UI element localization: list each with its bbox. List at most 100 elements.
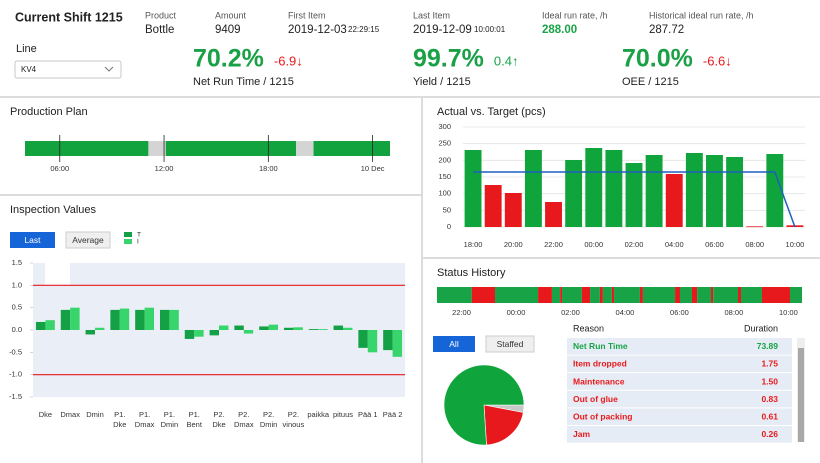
bar: [45, 320, 55, 330]
bar: [392, 330, 403, 357]
toggle-button-label[interactable]: All: [449, 339, 459, 349]
toggle-button-label[interactable]: Last: [24, 235, 41, 245]
x-tick-label: 00:00: [507, 308, 526, 317]
kpi-delta: -6.6↓: [703, 53, 732, 68]
timeline-segment: [471, 287, 496, 303]
timeline-segment: [611, 287, 615, 303]
x-tick-label: 06:00: [705, 240, 724, 249]
y-tick-label: 300: [438, 122, 451, 131]
x-tick-label: 08:00: [725, 308, 744, 317]
bar: [333, 325, 343, 330]
bar: [95, 327, 105, 330]
line-select[interactable]: [14, 60, 122, 79]
reason-cell: Out of packing: [573, 411, 633, 421]
timeline-segment: [679, 287, 692, 303]
x-tick-label: 10 Dec: [361, 164, 385, 173]
bar: [367, 330, 378, 353]
bar: [119, 308, 130, 330]
toggle-button-label[interactable]: Staffed: [497, 339, 524, 349]
scrollbar-thumb[interactable]: [798, 348, 804, 442]
timeline-segment: [590, 287, 600, 303]
timeline-segment: [560, 287, 563, 303]
bar: [184, 330, 195, 339]
bar: [60, 309, 71, 330]
x-tick-label: 10:00: [779, 308, 798, 317]
bar: [85, 330, 95, 335]
hover-band: [45, 263, 70, 285]
table-row: [567, 373, 792, 390]
duration-cell: 1.75: [761, 359, 778, 369]
bar: [234, 325, 244, 330]
bar: [645, 155, 663, 227]
legend-label: I: [137, 239, 139, 246]
panel-title: Actual vs. Target (pcs): [437, 106, 546, 118]
pie-slice: [483, 404, 524, 446]
timeline-segment: [148, 141, 166, 156]
x-tick-label: P2. Dke: [212, 410, 225, 429]
field-label: Amount: [215, 10, 247, 20]
y-tick-label: 200: [438, 155, 451, 164]
bar: [169, 309, 179, 330]
bar: [144, 307, 155, 330]
x-tick-label: P2. vinous: [283, 410, 305, 429]
bar: [605, 150, 623, 227]
x-tick-label: P2. Dmax: [234, 410, 254, 429]
timeline-segment: [495, 287, 539, 303]
y-tick-label: -1.0: [9, 370, 22, 379]
kpi-value: 70.0%: [622, 45, 693, 73]
y-tick-label: 100: [438, 189, 451, 198]
bar: [159, 309, 170, 330]
duration-cell: 73.89: [757, 341, 779, 351]
legend-label: T: [137, 232, 141, 239]
bar: [358, 330, 368, 348]
bar: [484, 185, 502, 227]
timeline-segment: [562, 287, 582, 303]
panel-title: Status History: [437, 267, 506, 279]
bar: [625, 163, 643, 227]
field-time: 22:29:15: [348, 25, 380, 34]
reason-cell: Item dropped: [573, 359, 627, 369]
bar: [565, 160, 583, 227]
bar: [70, 307, 80, 330]
toggle-button[interactable]: [10, 232, 55, 248]
x-tick-label: 22:00: [452, 308, 471, 317]
bar: [259, 326, 269, 330]
legend-swatch: [124, 232, 132, 237]
x-tick-label: P2. Dmin: [260, 410, 278, 429]
x-tick-label: 18:00: [464, 240, 483, 249]
kpi-label: OEE / 1215: [622, 76, 679, 88]
toggle-button[interactable]: [65, 231, 111, 249]
x-tick-label: 20:00: [504, 240, 523, 249]
table-row: [567, 426, 792, 443]
x-tick-label: 00:00: [584, 240, 603, 249]
timeline-segment: [538, 287, 552, 303]
x-tick-label: 22:00: [544, 240, 563, 249]
bar: [219, 325, 229, 330]
y-tick-label: 1.0: [12, 280, 22, 289]
x-tick-label: 04:00: [616, 308, 635, 317]
bar: [383, 330, 393, 351]
timeline-segment: [639, 287, 643, 303]
field-label: Product: [145, 10, 177, 20]
timeline-segment: [551, 287, 561, 303]
toggle-button[interactable]: [433, 336, 475, 352]
shift-title: Current Shift 1215: [15, 10, 123, 24]
bar: [308, 329, 319, 330]
toggle-button-label[interactable]: Average: [72, 235, 104, 245]
toggle-button[interactable]: [485, 335, 535, 353]
panel: [0, 0, 820, 96]
bar: [110, 309, 120, 330]
kpi-label: Net Run Time / 1215: [193, 76, 294, 88]
select-chevron: [104, 66, 114, 72]
field-label: Ideal run rate, /h: [542, 10, 608, 20]
bar: [35, 321, 46, 330]
table-header: Duration: [744, 323, 778, 333]
field-label: Historical ideal run rate, /h: [649, 10, 754, 20]
timeline-segment: [614, 287, 640, 303]
x-tick-label: 06:00: [670, 308, 689, 317]
pie-slice: [443, 364, 525, 446]
timeline-segment: [642, 287, 676, 303]
x-tick-label: Dmax: [60, 410, 80, 419]
x-tick-label: paikka: [307, 410, 330, 419]
bar: [283, 327, 294, 330]
